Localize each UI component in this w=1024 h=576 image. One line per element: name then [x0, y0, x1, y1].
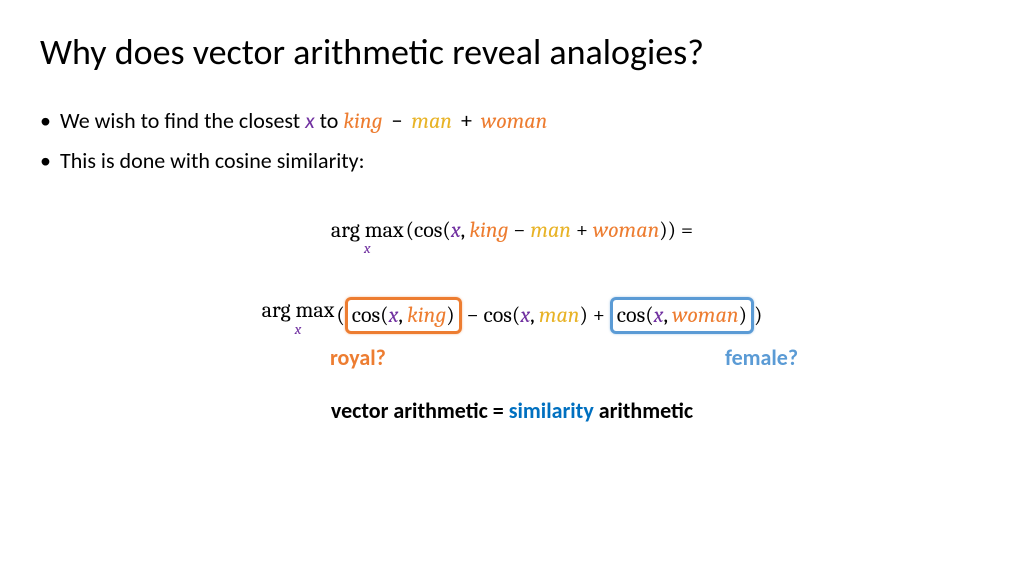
eq2-king: king [407, 302, 446, 328]
cos3-pre: cos( [617, 302, 654, 328]
bullet-1: We wish to find the closest x to king − … [40, 104, 984, 138]
var-x: x [305, 107, 315, 134]
eq2-comma1: , [398, 302, 407, 328]
eq2-comma2: , [530, 302, 539, 328]
eq2-x2: x [520, 302, 530, 328]
eq2-x1: x [389, 302, 399, 328]
argmax-2: arg max x [262, 297, 335, 337]
eq1-rparen: )) = [659, 217, 693, 243]
op-plus: + [452, 107, 481, 134]
bullet-1-text-pre: We wish to find the closest [60, 107, 305, 134]
term-woman: woman [481, 108, 547, 134]
conclusion: vector arithmetic = similarity arithmeti… [40, 397, 984, 424]
equation-1: arg max x (cos(x, king − man + woman)) = [40, 217, 984, 257]
eq1-body: (cos(x, king − man + woman)) = [406, 217, 694, 243]
eq2-x3: x [654, 302, 664, 328]
slide-title: Why does vector arithmetic reveal analog… [40, 30, 984, 74]
term-man: man [411, 108, 452, 134]
eq1-x: x [451, 217, 461, 243]
eq2-woman: woman [672, 302, 738, 328]
bullet-1-to: to [315, 107, 344, 134]
female-label: female? [725, 344, 798, 371]
cos3-post: ) [739, 302, 747, 328]
eq2-comma3: , [663, 302, 672, 328]
eq2-midclose: ) + [579, 302, 609, 328]
eq1-plus: + [571, 217, 593, 243]
eq1-man: man [530, 217, 571, 243]
eq2-minus: − cos( [462, 302, 521, 328]
royal-box: cos(x, king) [345, 297, 462, 333]
conclusion-pre: vector arithmetic = [331, 397, 509, 424]
annotation-row: royal? female? [40, 344, 984, 372]
bullet-2: This is done with cosine similarity: [40, 144, 984, 177]
eq2-rparen: ) [754, 302, 762, 328]
eq1-woman: woman [593, 217, 659, 243]
royal-label: royal? [330, 344, 386, 371]
eq1-lparen: (cos( [406, 217, 451, 243]
eq2-man: man [539, 302, 580, 328]
argmax-1: arg max x [331, 217, 404, 257]
eq1-minus: − [508, 217, 530, 243]
cos1-post: ) [446, 302, 454, 328]
op-minus: − [382, 107, 411, 134]
eq2-body: (cos(x, king) − cos(x, man) + cos(x, wom… [336, 297, 762, 333]
term-king: king [343, 108, 382, 134]
eq1-king: king [469, 217, 508, 243]
equation-2: arg max x (cos(x, king) − cos(x, man) + … [40, 297, 984, 337]
cos1-pre: cos( [352, 302, 389, 328]
conclusion-post: arithmetic [594, 397, 693, 424]
female-box: cos(x, woman) [610, 297, 754, 333]
eq2-lparen: ( [336, 302, 344, 328]
conclusion-similarity: similarity [509, 397, 594, 424]
bullet-list: We wish to find the closest x to king − … [40, 104, 984, 177]
